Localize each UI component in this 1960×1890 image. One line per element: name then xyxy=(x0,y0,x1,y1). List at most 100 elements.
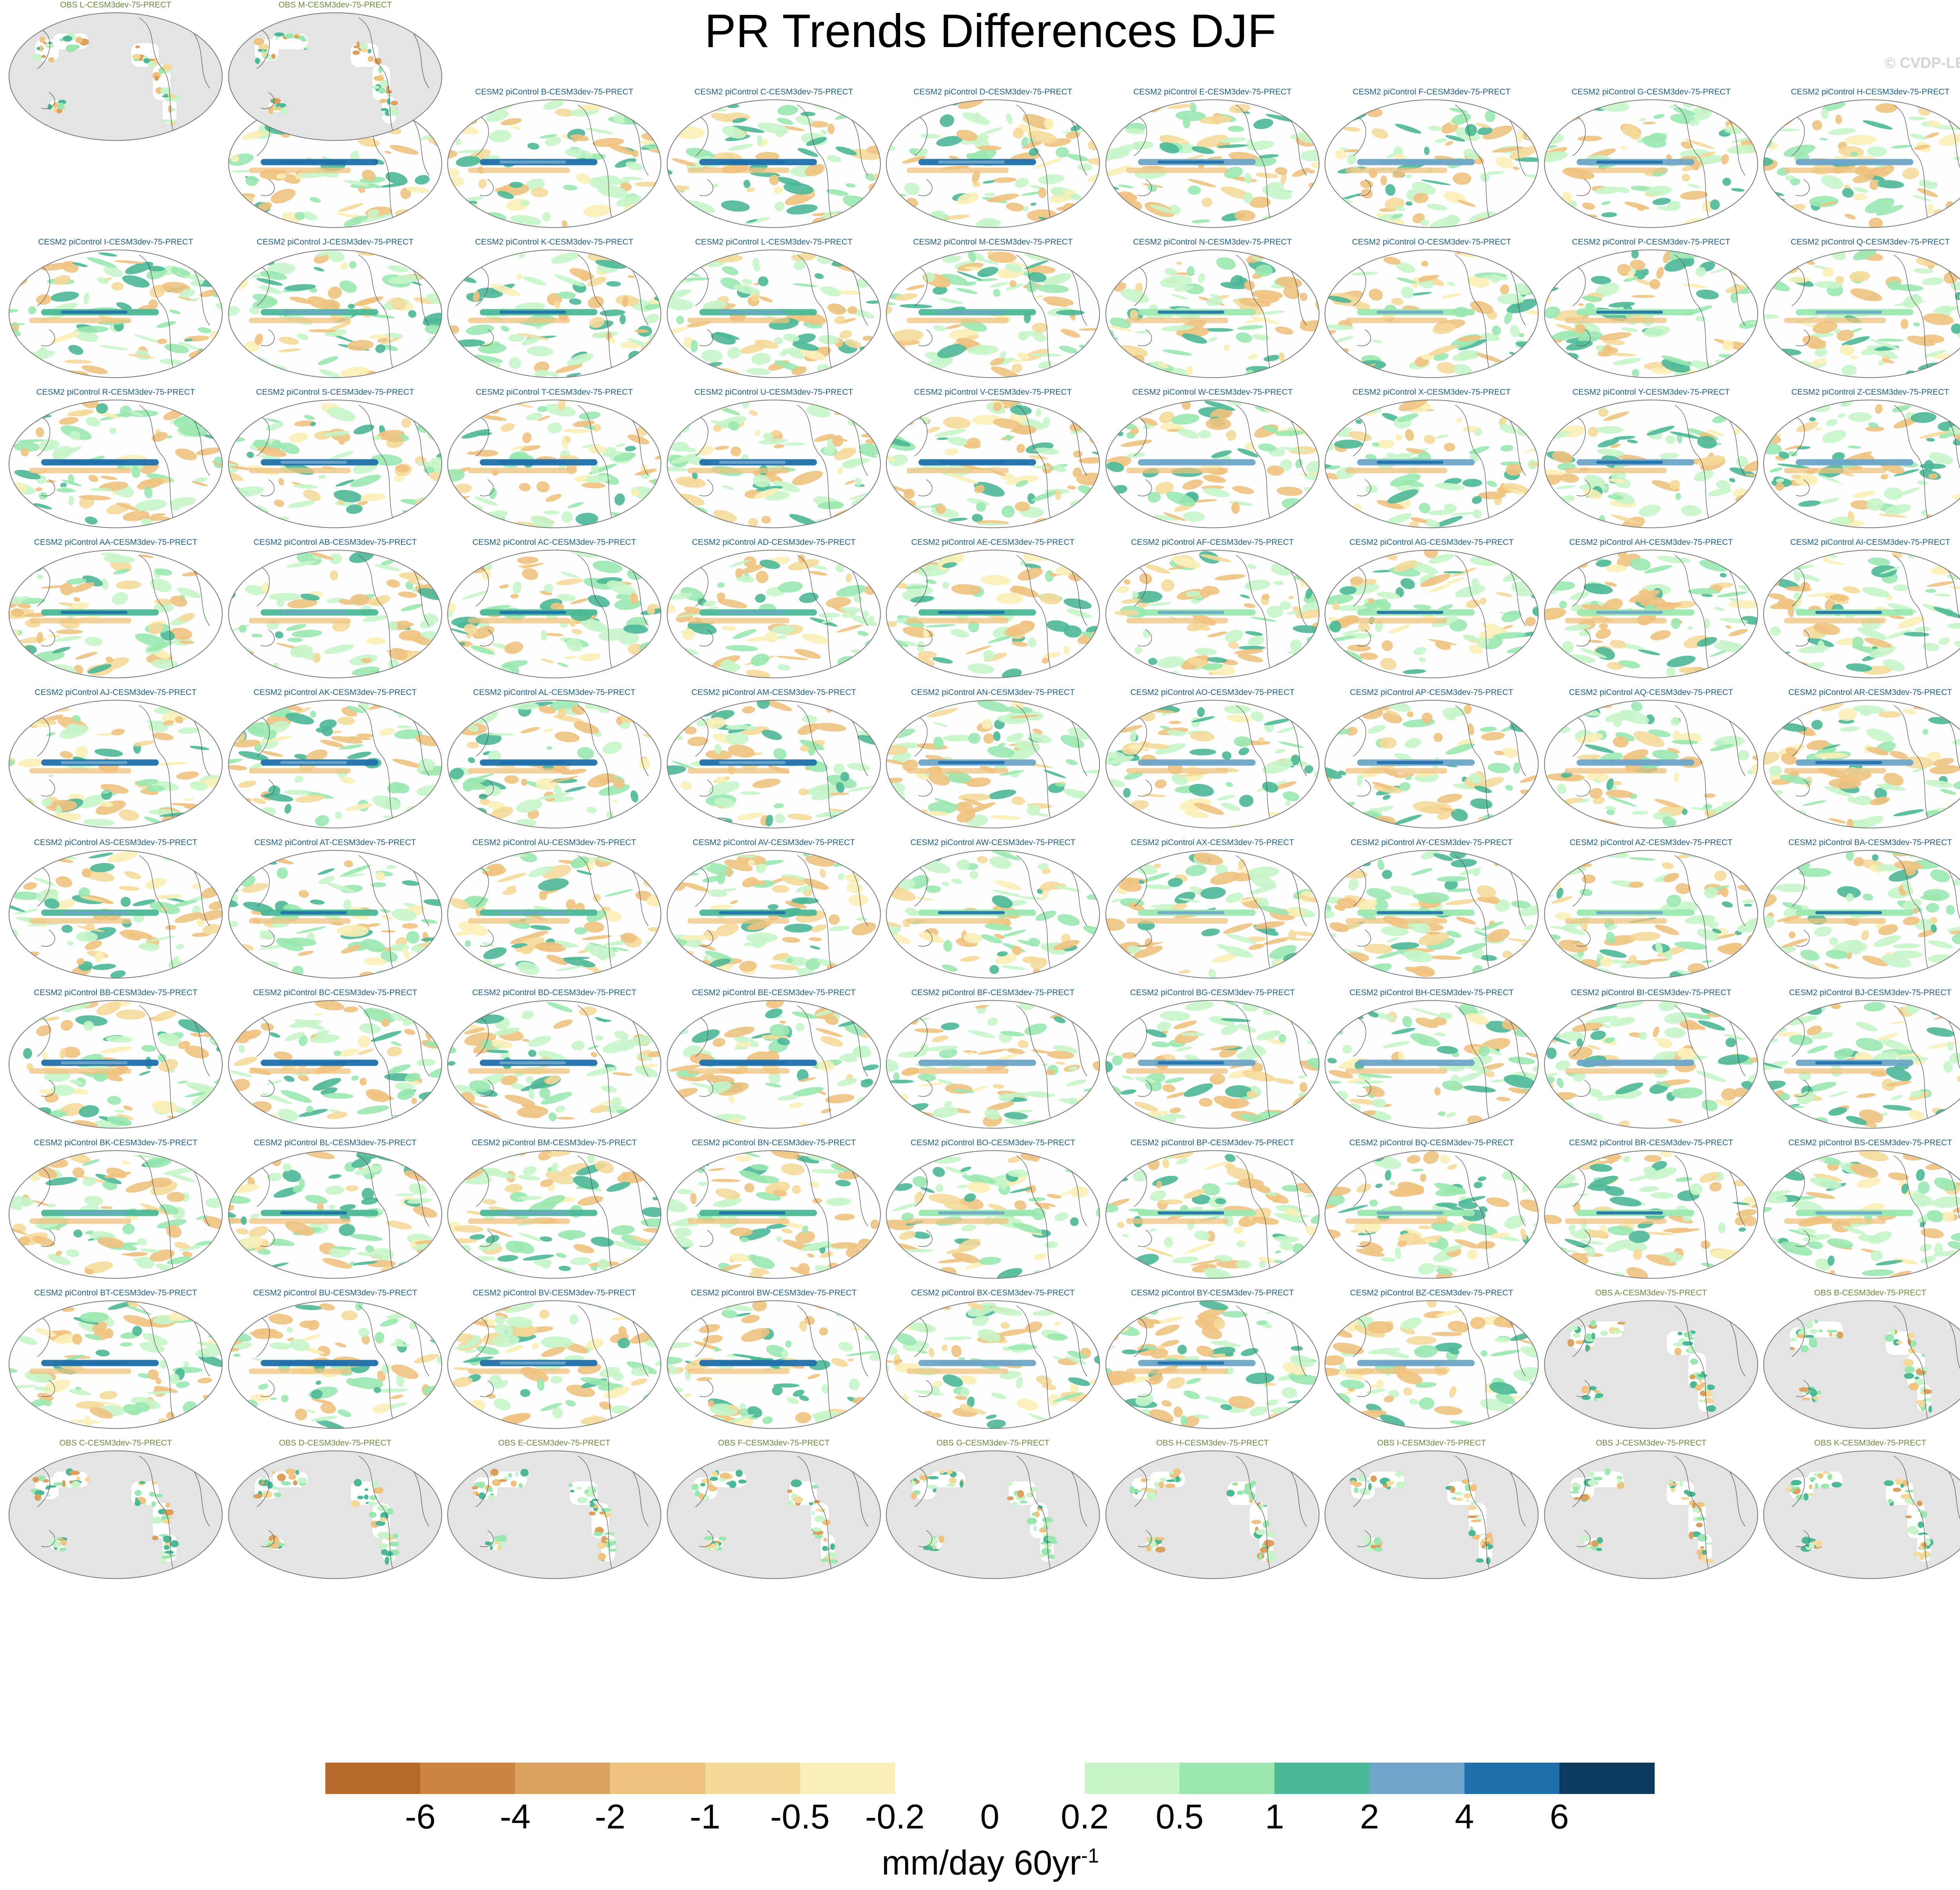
precip-trend-patch xyxy=(9,760,15,767)
precip-trend-patch xyxy=(1029,353,1062,357)
precip-trend-patch xyxy=(186,700,209,710)
precip-trend-patch xyxy=(570,598,590,604)
precip-trend-patch xyxy=(1882,359,1895,364)
coastline xyxy=(695,705,868,823)
map-field xyxy=(1106,550,1319,678)
precip-trend-patch xyxy=(274,499,284,507)
precip-trend-patch xyxy=(1234,649,1263,655)
globe-map xyxy=(667,249,881,378)
precip-trend-patch xyxy=(1463,635,1479,642)
precip-trend-patch xyxy=(190,279,204,286)
precip-trend-patch xyxy=(1501,747,1519,758)
precip-trend-patch xyxy=(1850,151,1858,156)
precip-trend-patch xyxy=(1028,637,1037,648)
precip-trend-patch xyxy=(1150,709,1175,713)
precip-trend-patch xyxy=(1258,737,1265,743)
panel-title: CESM2 piControl AJ-CESM3dev-75-PRECT xyxy=(34,688,197,697)
precip-trend-patch xyxy=(1724,213,1749,225)
precip-trend-patch xyxy=(165,925,176,930)
coastline xyxy=(475,104,649,223)
precip-trend-patch xyxy=(310,422,316,426)
precip-trend-patch xyxy=(1136,518,1153,528)
precip-trend-patch xyxy=(360,493,386,501)
precip-trend-patch xyxy=(934,429,966,437)
precip-trend-patch xyxy=(576,173,591,184)
precip-trend-patch xyxy=(107,851,138,863)
precip-trend-patch xyxy=(849,702,862,708)
precip-trend-patch xyxy=(510,215,542,226)
precip-trend-patch xyxy=(1870,796,1890,805)
precip-trend-patch xyxy=(68,345,83,355)
map-field xyxy=(448,250,661,378)
globe-outline xyxy=(9,700,223,829)
precip-trend-patch xyxy=(367,209,380,217)
precip-trend-patch xyxy=(1815,427,1822,430)
map-panel: CESM2 piControl C-CESM3dev-75-PRECT xyxy=(664,87,884,237)
precip-trend-patch xyxy=(1280,459,1292,471)
precip-trend-patch xyxy=(947,517,968,522)
precip-trend-patch xyxy=(1729,478,1735,482)
precip-trend-patch xyxy=(982,180,995,184)
precip-trend-patch xyxy=(363,957,387,966)
precip-trend-patch xyxy=(448,776,461,785)
precip-trend-patch xyxy=(573,722,599,734)
panel-title: CESM2 piControl AE-CESM3dev-75-PRECT xyxy=(911,538,1075,547)
precip-trend-patch xyxy=(405,581,414,590)
precip-trend-patch xyxy=(860,250,869,259)
precip-trend-patch xyxy=(1299,293,1308,301)
precip-trend-patch xyxy=(1605,805,1616,811)
precip-trend-patch xyxy=(1334,250,1365,261)
precip-trend-patch xyxy=(457,364,473,372)
precip-trend-patch xyxy=(695,400,719,412)
precip-trend-patch xyxy=(211,461,222,471)
panel-title: CESM2 piControl L-CESM3dev-75-PRECT xyxy=(695,238,853,247)
coastline xyxy=(914,254,1087,373)
precip-trend-patch xyxy=(692,472,698,479)
precip-trend-patch xyxy=(667,466,688,472)
equatorial-dry-band xyxy=(1126,167,1228,173)
precip-trend-patch xyxy=(1325,788,1327,797)
precip-trend-patch xyxy=(1445,135,1465,142)
precip-trend-patch xyxy=(1073,467,1082,478)
precip-trend-patch xyxy=(1502,625,1513,629)
precip-trend-patch xyxy=(1605,790,1633,798)
precip-trend-patch xyxy=(1231,502,1240,514)
precip-trend-patch xyxy=(871,814,878,825)
precip-trend-patch xyxy=(408,310,416,318)
precip-trend-patch xyxy=(1298,119,1312,124)
precip-trend-patch xyxy=(28,306,36,315)
precip-trend-patch xyxy=(83,819,115,826)
precip-trend-patch xyxy=(1429,553,1454,564)
equatorial-band-core xyxy=(1815,461,1882,464)
precip-trend-patch xyxy=(627,275,635,278)
precip-trend-patch xyxy=(808,937,822,941)
precip-trend-patch xyxy=(450,628,469,635)
precip-trend-patch xyxy=(169,628,192,640)
precip-trend-patch xyxy=(501,660,528,668)
precip-trend-patch xyxy=(252,299,277,309)
precip-trend-patch xyxy=(937,343,967,358)
precip-trend-patch xyxy=(1228,125,1244,132)
globe-outline xyxy=(886,700,1100,829)
precip-trend-patch xyxy=(1714,641,1745,652)
precip-trend-patch xyxy=(1880,474,1889,480)
precip-trend-patch xyxy=(242,507,258,513)
precip-trend-patch xyxy=(283,790,311,795)
precip-trend-patch xyxy=(1247,636,1265,646)
precip-trend-patch xyxy=(1544,265,1554,274)
globe-map xyxy=(1325,700,1539,829)
precip-trend-patch xyxy=(943,735,973,742)
precip-trend-patch xyxy=(293,484,318,489)
precip-trend-patch xyxy=(82,868,92,878)
precip-trend-patch xyxy=(1712,585,1723,591)
precip-trend-patch xyxy=(1238,654,1263,662)
precip-trend-patch xyxy=(461,103,486,110)
precip-trend-patch xyxy=(300,593,320,601)
precip-trend-patch xyxy=(1582,202,1595,210)
precip-trend-patch xyxy=(1612,492,1635,505)
precip-trend-patch xyxy=(746,932,778,943)
precip-trend-patch xyxy=(1001,505,1015,518)
precip-trend-patch xyxy=(1088,506,1100,518)
precip-trend-patch xyxy=(1741,201,1758,214)
precip-trend-patch xyxy=(786,204,818,215)
